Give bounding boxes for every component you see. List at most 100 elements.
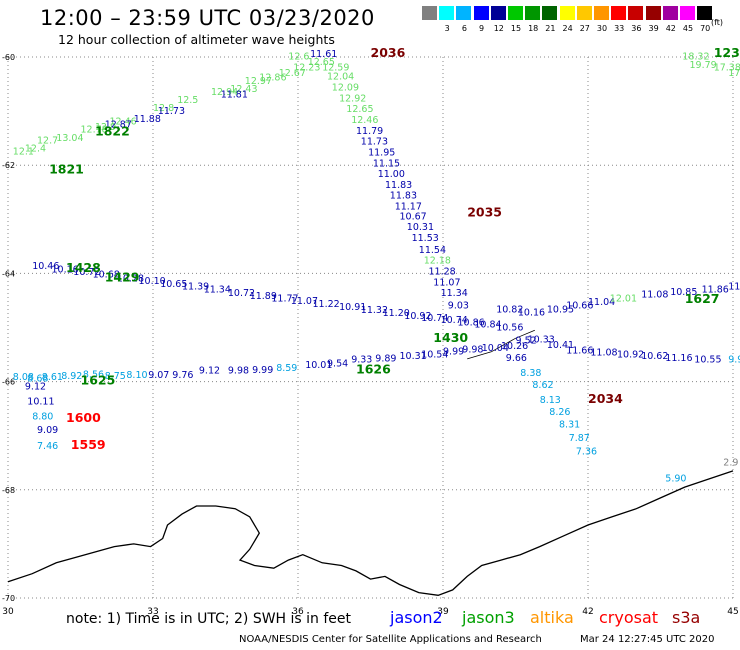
wave-height-label: 10.11 [27, 396, 54, 407]
color-scale-label: 18 [528, 24, 539, 33]
wave-height-label: 10.26 [501, 341, 528, 352]
wave-height-label: 12.86 [259, 72, 286, 83]
wave-height-label: 11.07 [433, 277, 460, 288]
legend-altika: altika [530, 608, 574, 627]
wave-height-label: 11.34 [441, 288, 468, 299]
latitude-tick-label: -62 [2, 161, 15, 170]
page-subtitle: 12 hour collection of altimeter wave hei… [58, 32, 335, 47]
color-swatch [456, 6, 472, 20]
wave-height-label: 7.46 [37, 441, 58, 452]
wave-height-label: 11.77 [271, 294, 298, 305]
wave-height-label: 12.92 [339, 93, 366, 104]
wave-height-label: 12.23 [293, 63, 320, 74]
wave-height-label: 9.98 [462, 344, 483, 355]
wave-height-label: 8.56 [83, 369, 104, 380]
wave-height-label: 11.04 [588, 297, 615, 308]
wave-height-label: 9.12 [199, 366, 220, 377]
wave-height-label: 10.62 [641, 351, 668, 362]
color-swatch [680, 6, 695, 20]
wave-height-label: 17.1 [728, 68, 740, 79]
pass-time-label: 1430 [433, 330, 468, 345]
wave-height-label: 8.68 [27, 374, 48, 385]
wave-height-label: 9.33 [351, 355, 372, 366]
color-swatch [422, 6, 437, 20]
color-swatch [508, 6, 523, 20]
wave-height-label: 12.94 [211, 87, 238, 98]
legend-cryosat: cryosat [599, 608, 659, 627]
wave-height-label: 10.04 [482, 343, 509, 354]
wave-height-label: 11.61 [310, 49, 337, 60]
wave-height-label: 11.20 [383, 308, 410, 319]
wave-height-label: 9.99 [252, 365, 273, 376]
wave-height-label: 12.87 [105, 119, 132, 130]
legend-s3a: s3a [672, 608, 701, 627]
color-swatch [542, 6, 558, 20]
wave-height-label: 10.66 [566, 301, 593, 312]
wave-height-label: 10.74 [441, 315, 468, 326]
wave-height-label: 12.46 [351, 115, 378, 126]
wave-height-label: 8.59 [276, 363, 297, 374]
longitude-tick-label: 33 [147, 607, 158, 617]
wave-height-label: 12.67 [279, 68, 306, 79]
footer-note: note: 1) Time is in UTC; 2) SWH is in fe… [66, 611, 352, 627]
wave-height-label: 10.86 [458, 317, 485, 328]
wave-height-label: 11.89 [250, 291, 277, 302]
wave-height-label: 10.91 [339, 302, 366, 313]
wave-height-label: 12.01 [610, 294, 637, 305]
wave-height-label: 10.74 [421, 313, 448, 324]
longitude-tick-label: 39 [437, 607, 449, 617]
color-scale-label: 27 [579, 24, 590, 33]
wave-height-label: 11.39 [182, 282, 209, 293]
wave-height-label: 9.09 [37, 425, 58, 436]
wave-height-label: 11.83 [390, 191, 417, 202]
pass-time-label: 1233 [714, 45, 740, 60]
color-scale-label: 21 [545, 24, 556, 33]
wave-height-label: 9.12 [25, 382, 46, 393]
wave-height-label: 10.72 [228, 288, 255, 299]
wave-height-label: 9.07 [148, 370, 169, 381]
color-scale-label: 70 [700, 24, 711, 33]
wave-height-label: 10.92 [617, 349, 644, 360]
wave-height-label: 12.46 [110, 117, 137, 128]
color-swatch [662, 6, 678, 20]
color-scale-label: 36 [631, 24, 642, 33]
longitude-tick-label: 42 [582, 607, 593, 617]
wave-height-label: 8.08 [13, 372, 34, 383]
wave-height-label: 12.7 [37, 136, 58, 147]
longitude-tick-label: 45 [727, 607, 738, 617]
wave-height-label: 11.95 [368, 148, 395, 159]
color-swatch [490, 6, 506, 20]
longitude-tick-label: 36 [292, 607, 304, 617]
wave-height-label: 11.32 [361, 305, 388, 316]
wave-height-label: 11.15 [373, 158, 400, 169]
wave-height-label: 11.73 [361, 137, 388, 148]
wave-height-label: 8.80 [32, 412, 53, 423]
wave-height-label: 10.68 [93, 270, 120, 281]
pass-time-label: 1429 [105, 270, 140, 285]
wave-height-label: 10.33 [528, 335, 555, 346]
wave-height-label: 11.08 [641, 290, 668, 301]
wave-height-label: 8.62 [532, 380, 553, 391]
wave-height-label: 10.92 [404, 311, 431, 322]
wave-height-label: 2.9 [723, 458, 738, 469]
wave-height-label: 11.17 [395, 202, 422, 213]
coastline [7, 470, 734, 596]
color-swatch [594, 6, 609, 20]
footer-credit: NOAA/NESDIS Center for Satellite Applica… [239, 634, 542, 645]
wave-height-label: 17.38 [714, 63, 740, 74]
ground-track-line [467, 329, 535, 360]
wave-height-label: 11.88 [134, 114, 161, 125]
wave-height-label: 12.6 [288, 52, 309, 63]
wave-height-label: 9.98 [228, 366, 249, 377]
wave-height-label: 8.10 [126, 370, 147, 381]
footer-timestamp: Mar 24 12:27:45 UTC 2020 [580, 634, 715, 645]
pass-time-label: 1625 [81, 372, 116, 387]
wave-height-label: 10.16 [518, 308, 545, 319]
latitude-tick-label: -70 [2, 594, 15, 603]
latitude-tick-label: -60 [2, 53, 15, 62]
wave-height-label: 8.75 [105, 371, 126, 382]
wave-height-label: 12.09 [332, 83, 359, 94]
wave-height-label: 10.54 [421, 349, 448, 360]
wave-height-label: 10.67 [400, 211, 427, 222]
latitude-tick-label: -66 [2, 378, 15, 387]
